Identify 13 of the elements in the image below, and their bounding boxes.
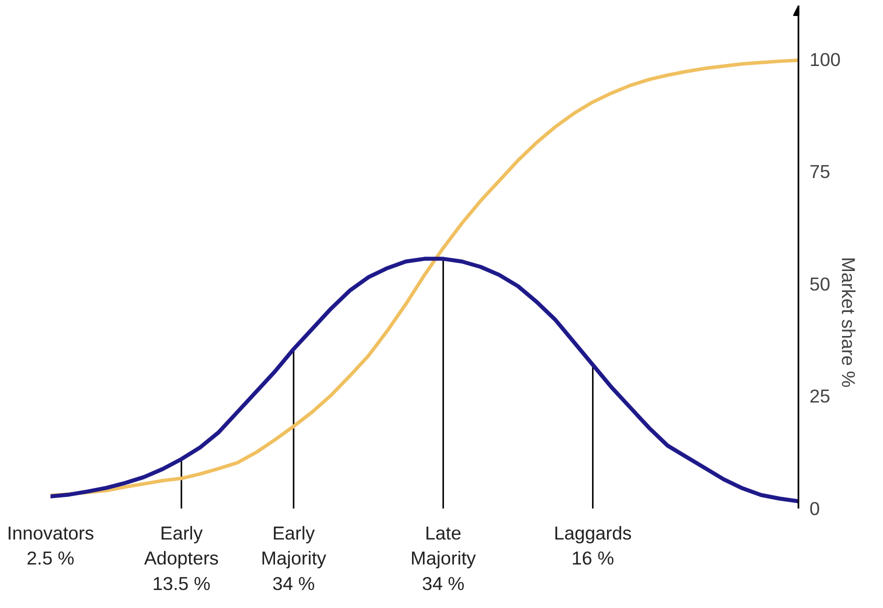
x-tick-label: Laggards 16 %	[554, 522, 632, 569]
y-tick-label: 100	[810, 48, 841, 70]
y-tick-label: 25	[810, 386, 830, 407]
x-tick-label: Early Adopters 13.5 %	[144, 522, 219, 594]
x-tick-label: Early Majority 34 %	[260, 522, 327, 594]
x-tick-label: Late Majority 34 %	[410, 522, 477, 594]
line-series	[50, 256, 798, 504]
line-series	[50, 58, 798, 498]
y-axis-title: Market share %	[838, 257, 860, 388]
x-tick-label: Innovators 2.5 %	[6, 522, 94, 569]
y-tick-label: 75	[810, 161, 830, 182]
y-tick-label: 0	[810, 498, 820, 519]
y-tick-label: 50	[810, 273, 830, 294]
